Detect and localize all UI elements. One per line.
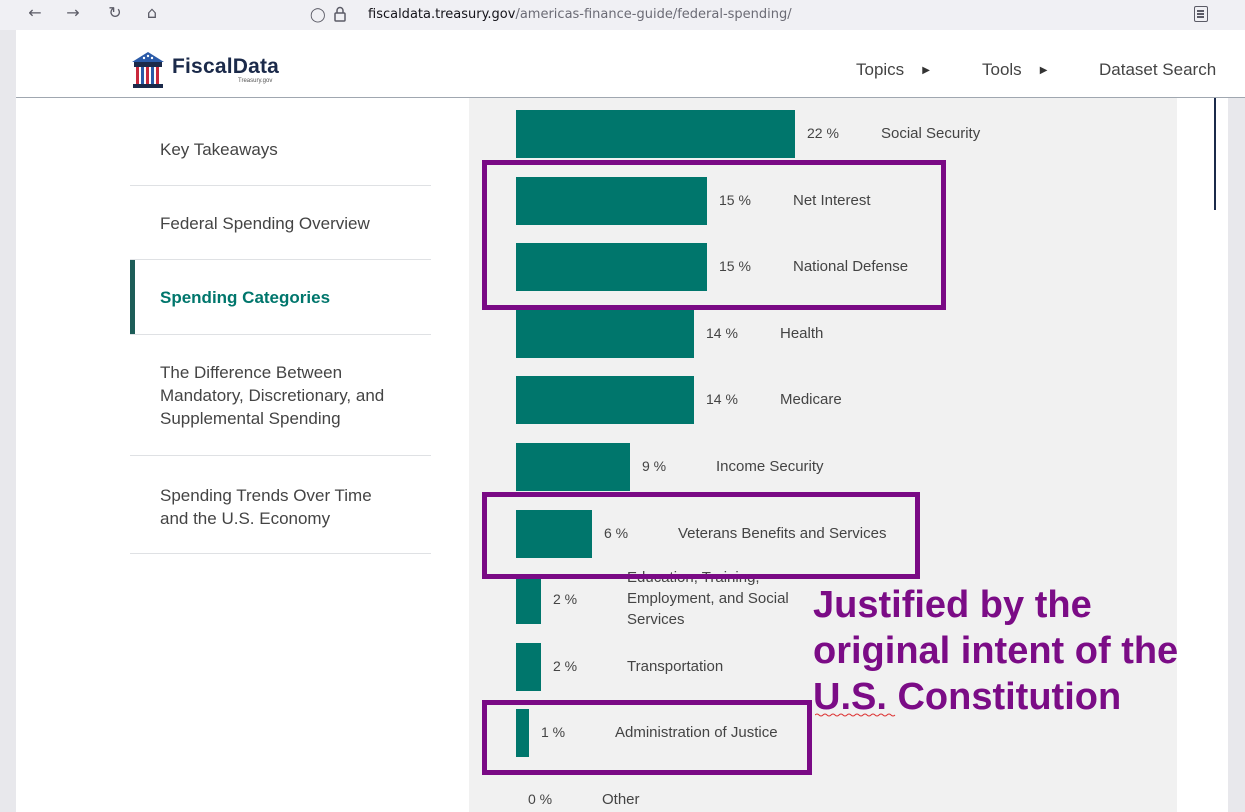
bar-net-interest[interactable] [516,177,707,225]
category-label-transportation: Transportation [627,658,724,675]
logo-subtext: Treasury.gov [238,78,273,84]
value-label-social-security: 22 % [807,125,839,141]
shield-icon[interactable]: ◯ [310,7,326,23]
reader-view-icon[interactable] [1194,6,1208,22]
value-label-net-interest: 15 % [719,192,751,208]
category-label-medicare: Medicare [780,391,842,408]
bar-social-security[interactable] [516,110,795,158]
sidebar-item-spending-trends[interactable]: Spending Trends Over Time and the U.S. E… [130,456,431,554]
nav-topics[interactable]: Topics ▶ [856,60,930,79]
logo-wordmark: FiscalData [172,55,280,78]
nav-tools[interactable]: Tools ▶ [982,60,1048,79]
right-gutter [1228,98,1245,812]
fiscaldata-logo-mark-icon [132,52,164,88]
bar-transportation[interactable] [516,643,541,691]
reload-icon[interactable]: ↻ [108,3,122,22]
sidebar-item-mandatory-discretionary[interactable]: The Difference Between Mandatory, Discre… [130,335,431,456]
scroll-indicator [1214,98,1216,210]
value-label-education-training-employment-and-social-services: 2 % [553,591,578,607]
value-label-health: 14 % [706,325,738,341]
bar-education-training-employment-and-social-services[interactable] [516,576,541,624]
caret-right-icon: ▶ [1039,65,1048,76]
value-label-income-security: 9 % [642,458,667,474]
category-label-administration-of-justice: Administration of Justice [615,724,778,741]
value-label-transportation: 2 % [553,658,578,674]
value-label-medicare: 14 % [706,391,738,407]
bar-health[interactable] [516,310,694,358]
category-label-income-security: Income Security [716,458,824,475]
bar-administration-of-justice[interactable] [516,709,529,757]
section-sidebar: Key Takeaways Federal Spending Overview … [130,112,431,554]
bar-medicare[interactable] [516,376,694,424]
browser-toolbar: ← → ↻ ⌂ ◯ fiscaldata.treasury.gov/americ… [0,0,1245,30]
value-label-veterans-benefits-and-services: 6 % [604,525,629,541]
highlight-box-veterans [482,492,920,579]
bar-income-security[interactable] [516,443,630,491]
category-label-national-defense: National Defense [793,258,909,275]
category-label-other: Other [602,791,640,808]
highlight-box-interest-defense [482,160,946,310]
category-label-veterans-benefits-and-services: Veterans Benefits and Services [678,525,887,542]
annotation-text: Justified by the original intent of the … [813,584,1179,718]
bar-veterans-benefits-and-services[interactable] [516,510,592,558]
value-label-administration-of-justice: 1 % [541,724,566,740]
lock-icon[interactable] [334,6,346,22]
left-gutter [0,30,16,812]
site-header: FiscalData Treasury.gov Topics ▶ Tools ▶ D… [16,30,1245,98]
fiscaldata-logo[interactable]: FiscalData Treasury.gov [128,48,288,90]
category-label-net-interest: Net Interest [793,192,871,209]
arrow-left-icon[interactable]: ← [28,3,42,22]
spellcheck-underline [815,713,896,717]
spending-chart: 22 % Social Security 15 % Net Interest 15 % N… [469,98,1177,812]
value-label-other: 0 % [528,791,553,807]
sidebar-item-key-takeaways[interactable]: Key Takeaways [130,112,431,186]
home-icon[interactable]: ⌂ [146,3,158,22]
highlight-box-justice [482,700,812,775]
sidebar-item-federal-spending-overview[interactable]: Federal Spending Overview [130,186,431,260]
value-label-national-defense: 15 % [719,258,751,274]
arrow-right-icon[interactable]: → [66,3,80,22]
url-text[interactable]: fiscaldata.treasury.gov/americas-finance… [368,7,792,22]
category-label-health: Health [780,325,824,342]
bar-national-defense[interactable] [516,243,707,291]
caret-right-icon: ▶ [922,65,930,76]
sidebar-item-spending-categories[interactable]: Spending Categories [130,260,431,335]
category-label-social-security: Social Security [881,125,981,142]
address-bar[interactable]: ◯ fiscaldata.treasury.gov/americas-finan… [300,2,1225,28]
nav-dataset-search[interactable]: Dataset Search [1099,60,1217,79]
